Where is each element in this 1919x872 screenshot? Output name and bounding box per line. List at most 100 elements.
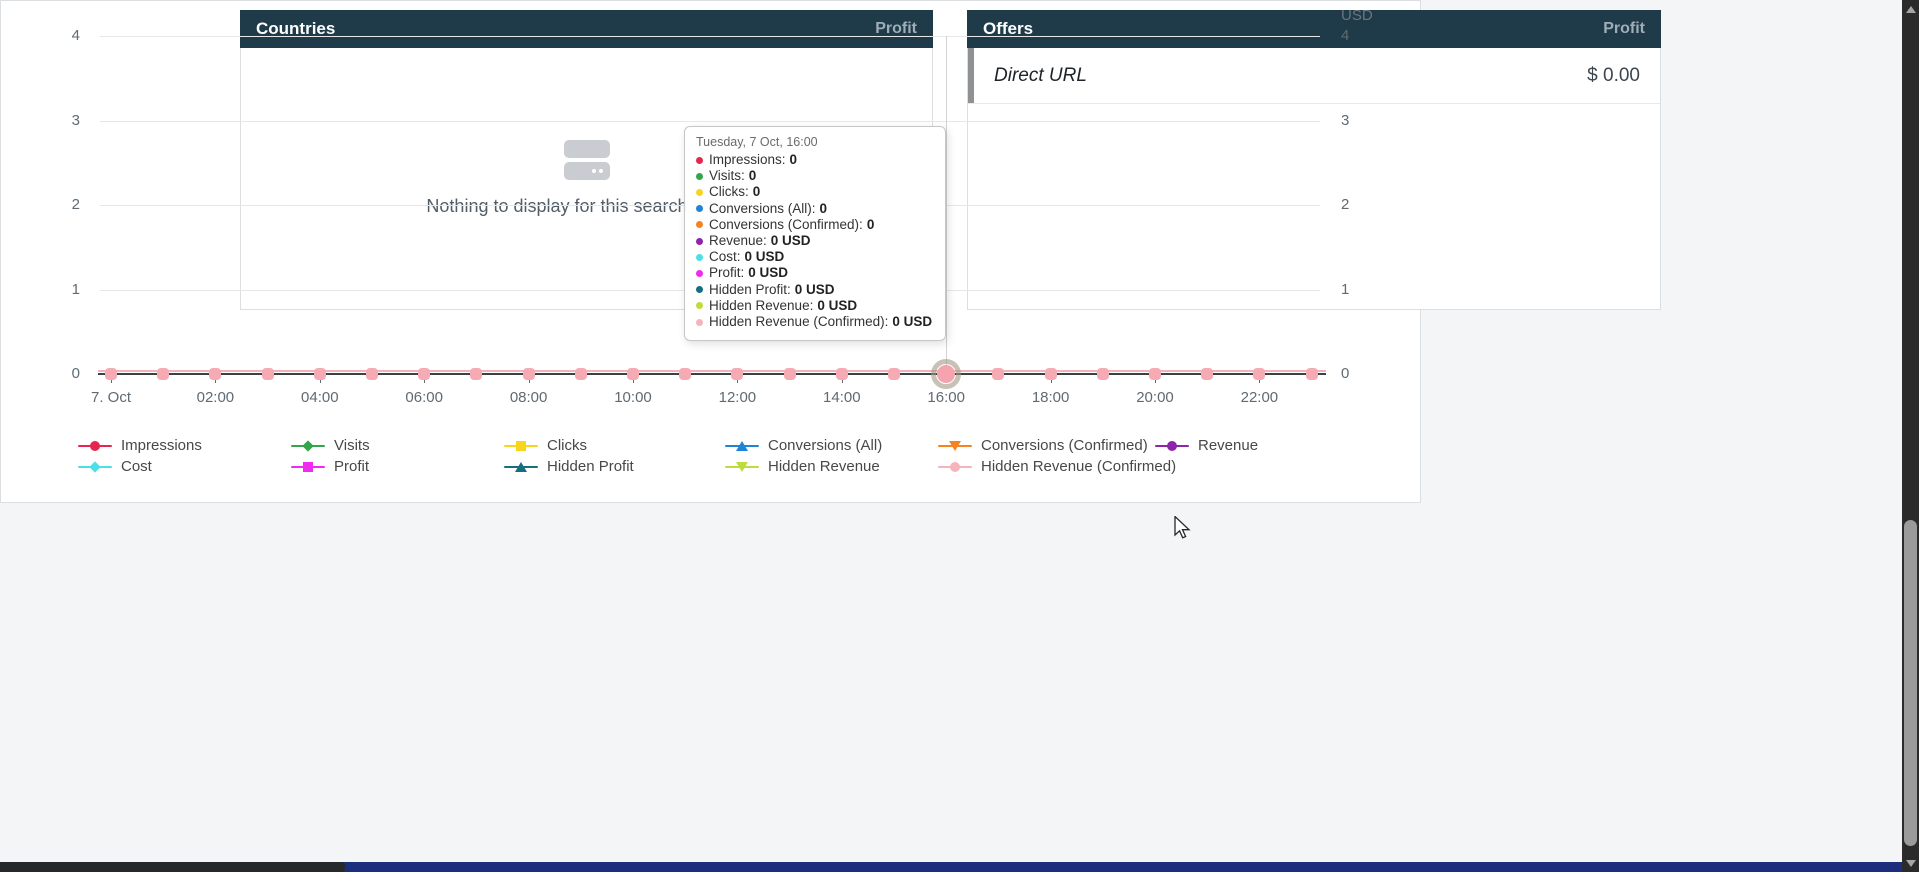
offer-profit-value: $ 0.00 [1587, 64, 1640, 86]
legend-shape [516, 440, 526, 451]
legend-item-clicks[interactable]: Clicks [504, 436, 587, 455]
y-axis-label-right: 1 [1341, 280, 1350, 298]
legend-label: Profit [334, 458, 370, 475]
tooltip-value: 0 [819, 200, 828, 216]
data-point-marker[interactable] [469, 367, 483, 381]
data-point-marker[interactable] [626, 367, 639, 381]
countries-metric-selector[interactable]: Profit [875, 20, 917, 37]
offers-panel-title: Offers [983, 19, 1034, 38]
scroll-down-arrow-icon[interactable] [1902, 855, 1919, 871]
data-point-marker[interactable] [991, 367, 1005, 381]
legend-label: Cost [121, 458, 152, 475]
series-bullet-icon [696, 270, 703, 278]
countries-panel-title: Countries [256, 19, 336, 38]
legend-label: Hidden Profit [547, 458, 634, 475]
legend-item-profit[interactable]: Profit [291, 457, 369, 476]
vertical-scrollbar-thumb[interactable] [1904, 520, 1917, 846]
x-axis-label: 10:00 [614, 389, 652, 406]
data-point-marker[interactable] [521, 367, 535, 381]
legend-item-revenue[interactable]: Revenue [1155, 436, 1258, 455]
right-axis-title: USD [1341, 7, 1373, 24]
x-axis-label: 04:00 [301, 389, 339, 406]
tooltip-row: Conversions (Confirmed): 0 [696, 217, 932, 233]
tooltip-label: Hidden Profit: [709, 281, 791, 297]
horizontal-scrollbar-thumb[interactable] [0, 862, 345, 872]
y-axis-label: 4 [71, 27, 80, 44]
series-bullet-icon [696, 156, 703, 164]
tooltip-value: 0 USD [817, 297, 858, 313]
legend-item-hidden-profit[interactable]: Hidden Profit [504, 457, 634, 476]
series-bullet-icon [696, 253, 703, 261]
legend-marker-square-icon [504, 439, 538, 453]
offer-row-direct-url[interactable]: Direct URL $ 0.00 [968, 48, 1660, 104]
data-point-marker[interactable] [1095, 367, 1109, 381]
tooltip-value: 0 USD [794, 281, 835, 297]
tooltip-label: Clicks: [709, 184, 749, 200]
empty-state-text: Nothing to display for this search crite… [426, 196, 747, 216]
tooltip-label: Revenue: [709, 233, 767, 249]
legend-label: Hidden Revenue (Confirmed) [981, 458, 1177, 475]
legend-item-cost[interactable]: Cost [78, 457, 152, 476]
data-point-marker[interactable] [1043, 367, 1057, 381]
server-icon [563, 140, 610, 180]
scroll-up-arrow-icon[interactable] [1902, 1, 1919, 17]
legend-item-impressions[interactable]: Impressions [78, 436, 202, 455]
x-axis-label: 22:00 [1240, 389, 1279, 406]
legend-item-hidden-revenue[interactable]: Hidden Revenue [725, 457, 880, 476]
data-point-marker[interactable] [1200, 367, 1214, 381]
tooltip-label: Profit: [709, 265, 745, 281]
data-point-marker[interactable] [573, 367, 587, 381]
offers-metric-selector[interactable]: Profit [1603, 20, 1645, 37]
tooltip-value: 0 [866, 216, 875, 232]
legend-item-conversions-all[interactable]: Conversions (All) [725, 436, 882, 455]
legend-marker-triangle-up-icon [504, 460, 538, 474]
data-point-marker[interactable] [312, 367, 326, 381]
data-point-marker[interactable] [156, 367, 170, 381]
tooltip-row: Visits: 0 [696, 168, 932, 184]
legend-marker-circle-icon [938, 460, 972, 474]
data-point-marker[interactable] [417, 367, 431, 381]
tooltip-label: Cost: [709, 249, 741, 265]
tooltip-label: Hidden Revenue (Confirmed): [709, 314, 889, 330]
data-point-marker[interactable] [104, 367, 117, 381]
tooltip-row: Revenue: 0 USD [696, 233, 932, 249]
hover-point-halo [931, 359, 962, 389]
legend-item-conversions-confirmed[interactable]: Conversions (Confirmed) [938, 436, 1148, 455]
vertical-scrollbar[interactable] [1902, 0, 1919, 872]
data-point-marker[interactable] [1252, 367, 1266, 381]
y-axis-label: 0 [71, 365, 80, 382]
series-bullet-icon [696, 302, 703, 310]
data-point-marker[interactable] [887, 367, 900, 381]
series-bullet-icon [696, 221, 703, 229]
countries-panel-header: Countries Profit [240, 10, 933, 48]
data-point-marker[interactable] [834, 367, 848, 381]
data-point-marker[interactable] [678, 367, 692, 381]
gridline [100, 36, 1320, 37]
horizontal-scrollbar[interactable] [0, 862, 1902, 872]
tooltip-row: Profit: 0 USD [696, 265, 932, 281]
hovered-data-point[interactable] [937, 365, 956, 383]
gridline [100, 120, 1320, 122]
legend-shape [302, 439, 314, 452]
data-point-marker[interactable] [260, 367, 274, 381]
tooltip-row: Hidden Revenue (Confirmed): 0 USD [696, 314, 932, 330]
data-point-marker[interactable] [1148, 367, 1161, 381]
data-point-marker[interactable] [208, 367, 222, 381]
legend-shape [90, 440, 100, 451]
tooltip-row: Cost: 0 USD [696, 249, 932, 265]
legend-item-visits[interactable]: Visits [291, 436, 370, 455]
chart-panel: USD Tuesday, 7 Oct, 16:00 Impressions: 0 V… [0, 0, 1421, 503]
series-bullet-icon [696, 237, 703, 245]
data-point-marker[interactable] [782, 367, 796, 381]
data-point-marker[interactable] [730, 367, 744, 381]
tooltip-label: Conversions (Confirmed): [709, 216, 863, 232]
tooltip-value: 0 USD [748, 265, 789, 281]
legend-marker-circle-icon [78, 439, 112, 453]
data-point-marker[interactable] [365, 367, 378, 381]
data-point-marker[interactable] [1304, 367, 1318, 381]
legend-shape [515, 461, 527, 472]
x-axis-label: 02:00 [196, 389, 235, 406]
legend-item-hidden-revenue-confirmed[interactable]: Hidden Revenue (Confirmed) [938, 457, 1176, 476]
